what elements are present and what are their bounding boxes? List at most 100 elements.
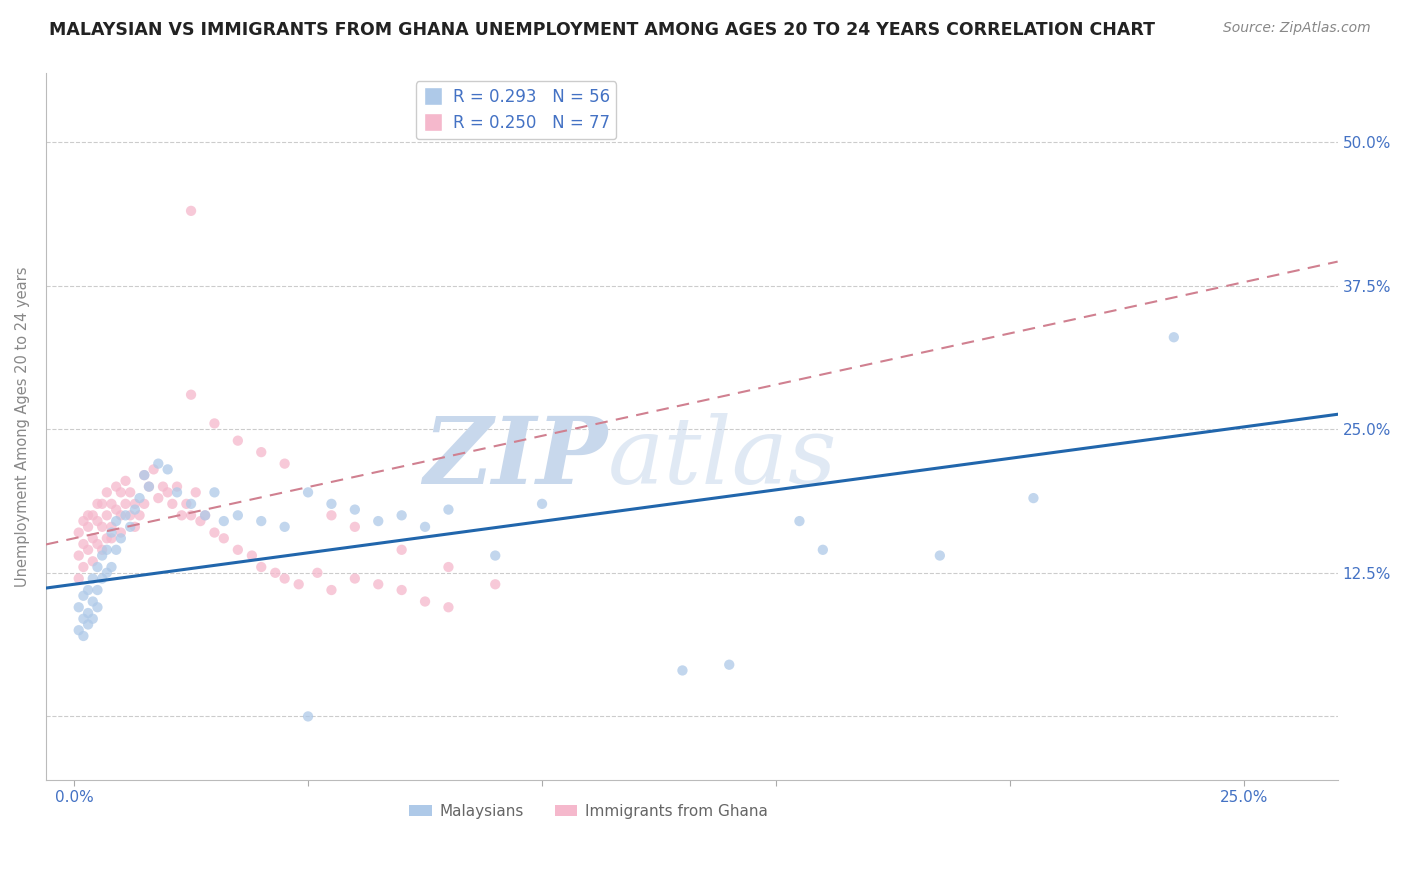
Point bbox=[437, 560, 460, 574]
Point bbox=[162, 497, 184, 511]
Point bbox=[82, 612, 104, 626]
Point bbox=[100, 520, 122, 534]
Point bbox=[86, 582, 108, 597]
Point bbox=[124, 520, 146, 534]
Point bbox=[67, 525, 90, 540]
Point bbox=[321, 497, 343, 511]
Point bbox=[82, 572, 104, 586]
Point bbox=[671, 664, 693, 678]
Point bbox=[413, 594, 436, 608]
Point bbox=[437, 502, 460, 516]
Point bbox=[367, 577, 389, 591]
Point bbox=[204, 417, 226, 431]
Point bbox=[264, 566, 287, 580]
Point bbox=[156, 485, 179, 500]
Point bbox=[484, 549, 506, 563]
Point bbox=[67, 572, 90, 586]
Point bbox=[82, 554, 104, 568]
Point bbox=[391, 508, 413, 523]
Point bbox=[194, 508, 217, 523]
Point bbox=[928, 549, 950, 563]
Point bbox=[91, 520, 114, 534]
Point bbox=[190, 514, 212, 528]
Point bbox=[96, 566, 118, 580]
Point bbox=[105, 514, 128, 528]
Point bbox=[212, 514, 235, 528]
Point bbox=[194, 508, 217, 523]
Legend: Malaysians, Immigrants from Ghana: Malaysians, Immigrants from Ghana bbox=[404, 797, 775, 825]
Point bbox=[343, 502, 366, 516]
Point bbox=[391, 542, 413, 557]
Text: MALAYSIAN VS IMMIGRANTS FROM GHANA UNEMPLOYMENT AMONG AGES 20 TO 24 YEARS CORREL: MALAYSIAN VS IMMIGRANTS FROM GHANA UNEMP… bbox=[49, 21, 1156, 38]
Point bbox=[138, 480, 160, 494]
Point bbox=[77, 508, 100, 523]
Point bbox=[120, 508, 142, 523]
Point bbox=[321, 508, 343, 523]
Point bbox=[77, 606, 100, 620]
Point bbox=[1022, 491, 1045, 505]
Point bbox=[367, 514, 389, 528]
Point bbox=[72, 629, 94, 643]
Point bbox=[72, 612, 94, 626]
Point bbox=[100, 497, 122, 511]
Point bbox=[82, 508, 104, 523]
Point bbox=[134, 497, 156, 511]
Point bbox=[156, 462, 179, 476]
Point bbox=[287, 577, 309, 591]
Point bbox=[100, 525, 122, 540]
Point bbox=[110, 485, 132, 500]
Point bbox=[91, 542, 114, 557]
Point bbox=[180, 508, 202, 523]
Point bbox=[142, 462, 165, 476]
Point bbox=[72, 589, 94, 603]
Point bbox=[176, 497, 198, 511]
Point bbox=[128, 491, 150, 505]
Point bbox=[184, 485, 207, 500]
Point bbox=[120, 520, 142, 534]
Point bbox=[86, 537, 108, 551]
Point bbox=[718, 657, 741, 672]
Point bbox=[391, 582, 413, 597]
Point bbox=[91, 549, 114, 563]
Point bbox=[413, 520, 436, 534]
Point bbox=[120, 485, 142, 500]
Point bbox=[86, 497, 108, 511]
Point bbox=[77, 582, 100, 597]
Point bbox=[82, 531, 104, 545]
Point bbox=[77, 542, 100, 557]
Point bbox=[180, 497, 202, 511]
Point bbox=[105, 480, 128, 494]
Point bbox=[166, 485, 188, 500]
Point bbox=[148, 457, 170, 471]
Point bbox=[531, 497, 554, 511]
Point bbox=[307, 566, 329, 580]
Point bbox=[124, 497, 146, 511]
Point bbox=[343, 572, 366, 586]
Point bbox=[91, 572, 114, 586]
Text: atlas: atlas bbox=[607, 413, 838, 503]
Point bbox=[96, 508, 118, 523]
Point bbox=[250, 445, 273, 459]
Point bbox=[86, 560, 108, 574]
Point bbox=[86, 600, 108, 615]
Point bbox=[105, 542, 128, 557]
Point bbox=[100, 560, 122, 574]
Point bbox=[96, 542, 118, 557]
Point bbox=[100, 531, 122, 545]
Point bbox=[67, 549, 90, 563]
Point bbox=[484, 577, 506, 591]
Point bbox=[180, 387, 202, 401]
Point bbox=[226, 508, 249, 523]
Point bbox=[204, 525, 226, 540]
Point bbox=[250, 514, 273, 528]
Point bbox=[96, 531, 118, 545]
Point bbox=[67, 624, 90, 638]
Point bbox=[166, 480, 188, 494]
Point bbox=[789, 514, 811, 528]
Point bbox=[128, 508, 150, 523]
Point bbox=[170, 508, 193, 523]
Point bbox=[72, 560, 94, 574]
Point bbox=[96, 485, 118, 500]
Point bbox=[226, 434, 249, 448]
Point bbox=[134, 468, 156, 483]
